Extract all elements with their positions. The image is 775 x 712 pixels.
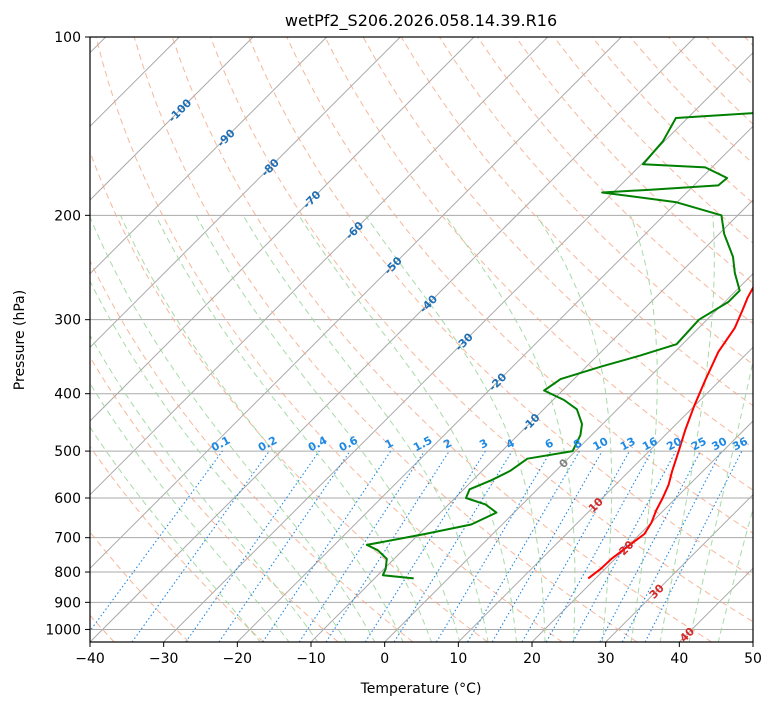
x-tick-label: 20 — [523, 651, 541, 667]
y-tick-label: 100 — [54, 30, 81, 46]
x-tick-label: 50 — [744, 651, 762, 667]
y-tick-label: 600 — [54, 491, 81, 507]
y-tick-label: 400 — [54, 387, 81, 403]
y-tick-label: 700 — [54, 531, 81, 547]
y-tick-label: 300 — [54, 313, 81, 329]
x-tick-label: 10 — [449, 651, 467, 667]
x-tick-label: −10 — [296, 651, 326, 667]
y-tick-label: 500 — [54, 444, 81, 460]
chart-title: wetPf2_S206.2026.058.14.39.R16 — [285, 11, 557, 31]
y-axis-label: Pressure (hPa) — [12, 290, 28, 390]
y-tick-label: 900 — [54, 595, 81, 611]
x-tick-label: 0 — [380, 651, 389, 667]
x-tick-label: 30 — [597, 651, 615, 667]
y-tick-label: 200 — [54, 208, 81, 224]
x-tick-label: −20 — [223, 651, 253, 667]
x-tick-label: 40 — [670, 651, 688, 667]
x-tick-label: −40 — [75, 651, 105, 667]
y-tick-label: 1000 — [45, 622, 81, 638]
y-tick-label: 800 — [54, 565, 81, 581]
x-tick-label: −30 — [149, 651, 179, 667]
x-axis-label: Temperature (°C) — [360, 681, 482, 697]
